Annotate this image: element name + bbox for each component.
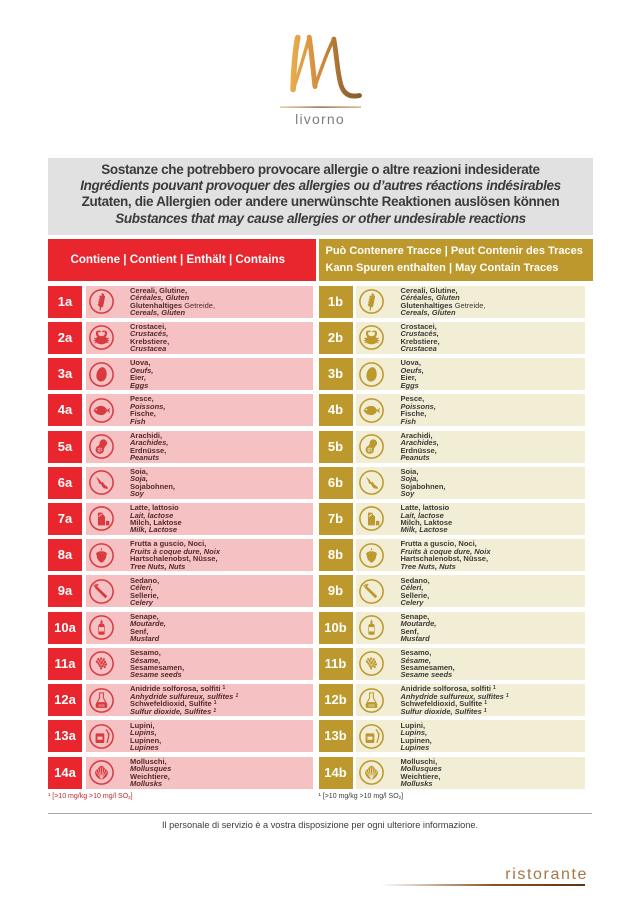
svg-text:SO2: SO2 [98, 703, 104, 707]
svg-text:SO2: SO2 [368, 703, 374, 707]
